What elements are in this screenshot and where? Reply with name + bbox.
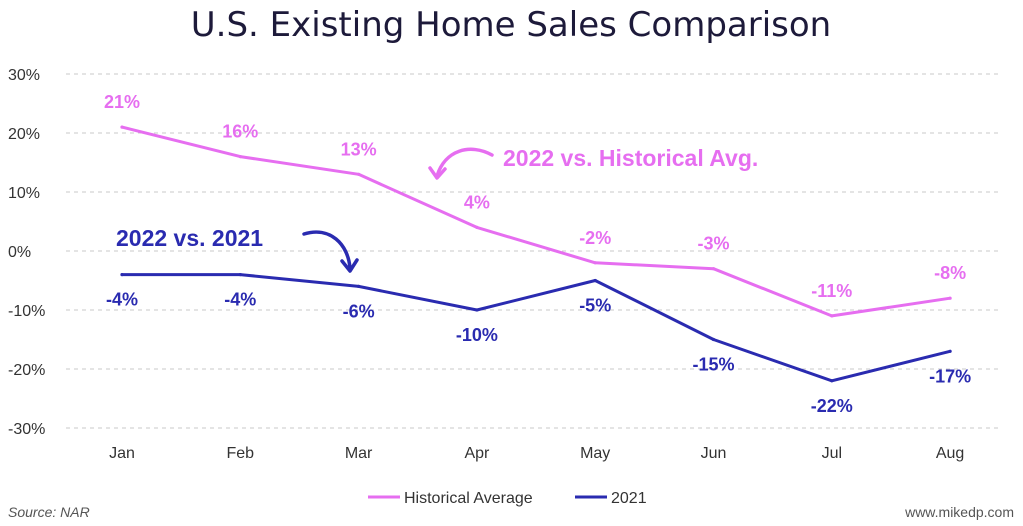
data-label-2021: -4% — [224, 290, 256, 310]
annotation-historical-arrow-icon — [435, 147, 494, 178]
point-historical — [593, 261, 597, 265]
data-label-historical: -11% — [811, 281, 852, 301]
y-tick-label: -30% — [8, 421, 45, 438]
gridlines — [66, 73, 1000, 429]
x-tick-label: Apr — [464, 445, 490, 462]
data-label-2021: -4% — [106, 290, 138, 310]
source-note: Source: NAR — [8, 504, 90, 520]
point-historical — [948, 296, 952, 300]
data-label-2021: -5% — [579, 296, 611, 316]
annotation-yoy-arrowhead-icon — [340, 258, 359, 273]
point-historical — [238, 155, 242, 159]
annotation-historical-arrowhead-icon — [428, 166, 447, 180]
data-label-2021: -17% — [929, 366, 971, 386]
point-2021 — [948, 349, 952, 353]
y-tick-label: 10% — [8, 185, 40, 202]
series-line-historical-average — [120, 125, 952, 318]
y-tick-label: 0% — [8, 244, 31, 261]
x-tick-label: Feb — [227, 445, 255, 462]
y-tick-label: 20% — [8, 126, 40, 143]
y-tick-label: 30% — [8, 67, 40, 84]
point-historical — [830, 314, 834, 318]
x-tick-label: Aug — [936, 445, 964, 462]
point-2021 — [711, 337, 716, 342]
credit-note: www.mikedp.com — [904, 504, 1014, 520]
legend-historical-label: Historical Average — [404, 490, 533, 507]
data-label-historical: -2% — [579, 228, 611, 248]
point-2021 — [357, 284, 361, 288]
point-historical — [120, 125, 124, 129]
data-label-historical: 4% — [464, 192, 490, 212]
point-2021 — [238, 273, 242, 277]
x-tick-label: Mar — [345, 445, 373, 462]
legend-2021-label: 2021 — [611, 490, 647, 507]
x-tick-label: Jun — [701, 445, 727, 462]
annotation-yoy-text: 2022 vs. 2021 — [116, 225, 263, 251]
data-label-historical: 21% — [104, 92, 140, 112]
data-label-historical: 13% — [341, 139, 377, 159]
point-2021 — [830, 379, 834, 383]
annotation-yoy-arrow-icon — [302, 230, 352, 270]
y-tick-label: -10% — [8, 303, 45, 320]
x-tick-label: May — [580, 445, 610, 462]
point-historical — [711, 267, 716, 271]
annotation-yoy: 2022 vs. 2021 — [116, 225, 359, 273]
y-tick-label: -20% — [8, 362, 45, 379]
data-label-historical: -3% — [697, 234, 729, 254]
point-historical — [357, 172, 361, 176]
data-label-historical: -8% — [934, 263, 966, 283]
legend: Historical Average 2021 — [368, 490, 647, 507]
data-label-2021: -22% — [811, 396, 853, 416]
data-label-2021: -10% — [456, 325, 498, 345]
annotation-historical: 2022 vs. Historical Avg. — [428, 145, 758, 180]
data-labels: 21% 16% 13% 4% -2% -3% -11% -8% -4% -4% -6% -10% -5%… — [104, 92, 971, 416]
point-historical — [475, 225, 479, 229]
data-label-2021: -6% — [343, 301, 375, 321]
series-line-2021 — [120, 273, 952, 383]
point-2021 — [120, 273, 124, 277]
annotation-historical-text: 2022 vs. Historical Avg. — [503, 145, 758, 171]
x-tick-label: Jul — [822, 445, 842, 462]
x-tick-label: Jan — [109, 445, 135, 462]
point-2021 — [475, 308, 479, 312]
y-axis-ticks: 30% 20% 10% 0% -10% -20% -30% — [8, 67, 45, 438]
data-label-2021: -15% — [692, 355, 734, 375]
chart-title: U.S. Existing Home Sales Comparison — [191, 5, 831, 45]
point-2021 — [593, 278, 597, 283]
x-axis-ticks: Jan Feb Mar Apr May Jun Jul Aug — [109, 445, 964, 462]
data-label-historical: 16% — [222, 122, 258, 142]
series-lines — [120, 125, 952, 383]
